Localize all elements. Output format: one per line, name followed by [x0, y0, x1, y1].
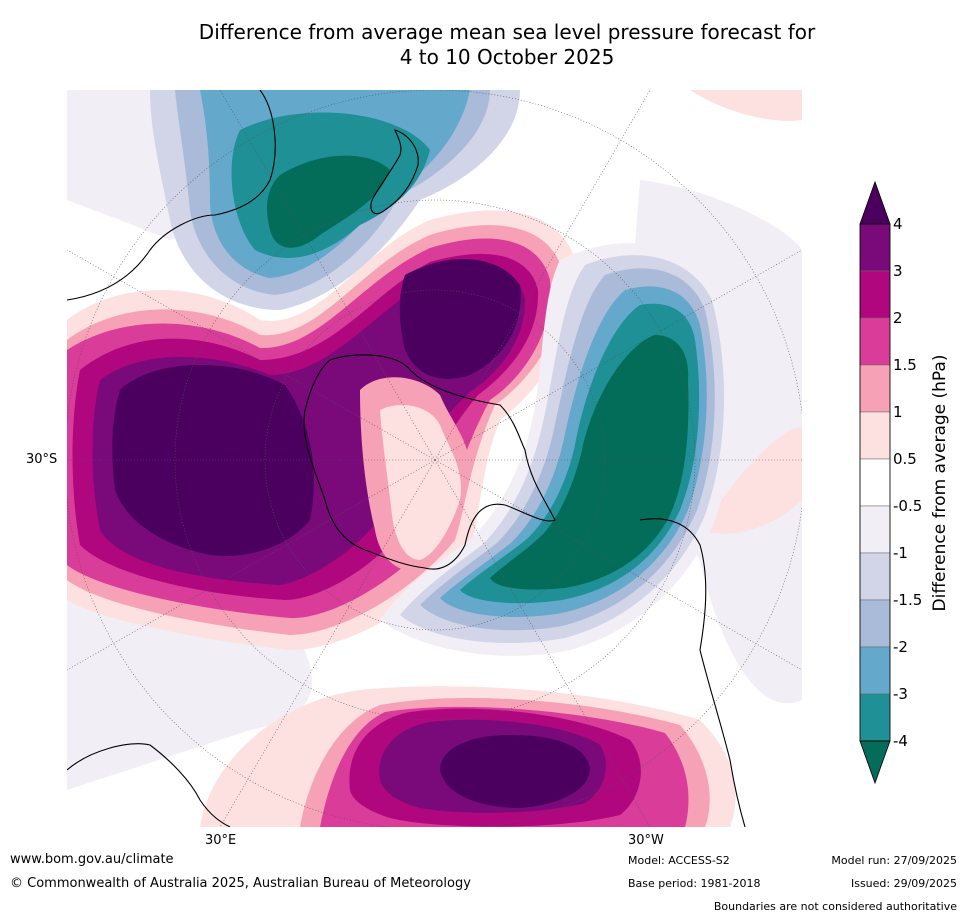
colorbar-segment-1.5_to_2 — [859, 317, 891, 366]
colorbar-segment-0.5_to_1 — [859, 411, 891, 460]
title-line-2: 4 to 10 October 2025 — [399, 45, 615, 69]
colorbar-segment--3_to_-2 — [859, 646, 891, 695]
footer-disclaimer: Boundaries are not considered authoritat… — [713, 900, 957, 913]
anomaly-pos-antarctic-light — [380, 405, 461, 560]
graticule-meridian-se — [434, 459, 651, 827]
colorbar-tick--2: -2 — [893, 638, 908, 656]
graticule-meridian-nw — [219, 90, 436, 461]
anomaly-pos-pink-east — [700, 427, 802, 534]
south-america-coastline — [639, 518, 746, 827]
lon-label-30w: 30°W — [628, 833, 664, 848]
colorbar-frame — [859, 223, 891, 742]
colorbar-tick-3: 3 — [893, 262, 903, 280]
colorbar-tick-4: 4 — [893, 215, 903, 233]
footer-copyright: © Commonwealth of Australia 2025, Austra… — [10, 876, 471, 891]
colorbar-tick-1: 1 — [893, 403, 903, 421]
title-line-1: Difference from average mean sea level p… — [198, 20, 816, 44]
colorbar-tick-2: 2 — [893, 309, 903, 327]
colorbar-segment-3_to_4 — [859, 223, 891, 272]
colorbar-tick--1.5: -1.5 — [893, 591, 923, 609]
graticule — [67, 90, 802, 827]
graticule-meridian-sw — [219, 459, 436, 827]
colorbar-axis-label: Difference from average (hPa) — [930, 354, 950, 612]
colorbar-tick-1.5: 1.5 — [893, 356, 917, 374]
anomaly-pos-south-core — [440, 735, 590, 808]
colorbar-tick--1: -1 — [893, 544, 908, 562]
colorbar-tick--0.5: -0.5 — [893, 497, 923, 515]
africa-coastline — [67, 743, 231, 827]
colorbar-tick--3: -3 — [893, 685, 908, 703]
chart-title: Difference from average mean sea level p… — [0, 20, 965, 70]
colorbar-tick--4: -4 — [893, 732, 908, 750]
colorbar-extend-bottom — [859, 740, 891, 785]
lat-label-30s: 30°S — [26, 452, 58, 467]
colorbar-segment-1_to_1.5 — [859, 364, 891, 413]
colorbar-segment--1_to_-0.5 — [859, 505, 891, 554]
colorbar-segment--4_to_-3 — [859, 693, 891, 742]
colorbar-tick-0.5: 0.5 — [893, 450, 917, 468]
lon-label-30e: 30°E — [205, 833, 237, 848]
footer-base-period: Base period: 1981-2018 — [628, 877, 761, 890]
australia-coastline — [67, 90, 276, 301]
footer-issued: Issued: 29/09/2025 — [850, 877, 957, 890]
colorbar-segment--1.5_to_-1 — [859, 552, 891, 601]
graticule-meridian-ne — [434, 90, 651, 461]
colorbar-extend-top — [859, 180, 891, 225]
graticule-circle-inner — [264, 289, 606, 631]
coastlines — [67, 90, 746, 827]
anomaly-neg-north-core — [267, 155, 390, 248]
anomaly-neg-south-core — [490, 335, 689, 590]
map-field — [67, 90, 802, 827]
new-zealand-coastline — [370, 129, 419, 215]
colorbar-segment--0.5_to_0.5 — [859, 458, 891, 507]
graticule-circle-mid — [174, 199, 696, 721]
footer-model-run: Model run: 27/09/2025 — [831, 854, 957, 867]
anomaly-pos-core-west — [112, 364, 314, 556]
colorbar-segment--2_to_-1.5 — [859, 599, 891, 648]
colorbar — [859, 180, 891, 785]
footer-url[interactable]: www.bom.gov.au/climate — [10, 852, 174, 867]
antarctica-coastline — [303, 354, 556, 570]
anomaly-pos-pink-ne — [690, 90, 802, 121]
colorbar-segment-2_to_3 — [859, 270, 891, 319]
anomaly-pos-core-north — [399, 258, 521, 379]
footer-model: Model: ACCESS-S2 — [628, 854, 730, 867]
